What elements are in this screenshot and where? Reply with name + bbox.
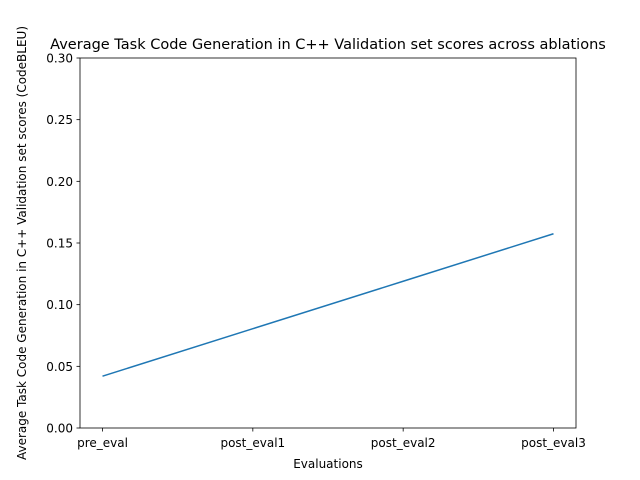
y-tick-label: 0.05 (46, 360, 73, 374)
x-tick-label: pre_eval (77, 436, 128, 450)
x-axis: pre_eval post_eval1 post_eval2 post_eval3 (77, 428, 586, 450)
series-layer (102, 233, 554, 377)
axes-frame (79, 57, 577, 429)
x-tick-label: post_eval2 (371, 436, 436, 450)
y-tick-label: 0.20 (46, 175, 73, 189)
y-axis: 0.00 0.05 0.10 0.15 0.20 0.25 0.30 (46, 52, 80, 436)
y-tick-label: 0.10 (46, 298, 73, 312)
series-line-0 (102, 233, 554, 377)
y-tick-label: 0.25 (46, 113, 73, 127)
x-tick-label: post_eval3 (521, 436, 586, 450)
chart-title: Average Task Code Generation in C++ Vali… (50, 37, 606, 53)
y-axis-label: Average Task Code Generation in C++ Vali… (15, 26, 29, 460)
x-axis-label: Evaluations (293, 457, 363, 471)
plot-area: 0.00 0.05 0.10 0.15 0.20 0.25 0.30 pre_eval pos… (46, 52, 586, 451)
x-tick-label: post_eval1 (220, 436, 285, 450)
y-tick-label: 0.00 (46, 422, 73, 436)
y-tick-label: 0.30 (46, 52, 73, 66)
y-tick-label: 0.15 (46, 237, 73, 251)
